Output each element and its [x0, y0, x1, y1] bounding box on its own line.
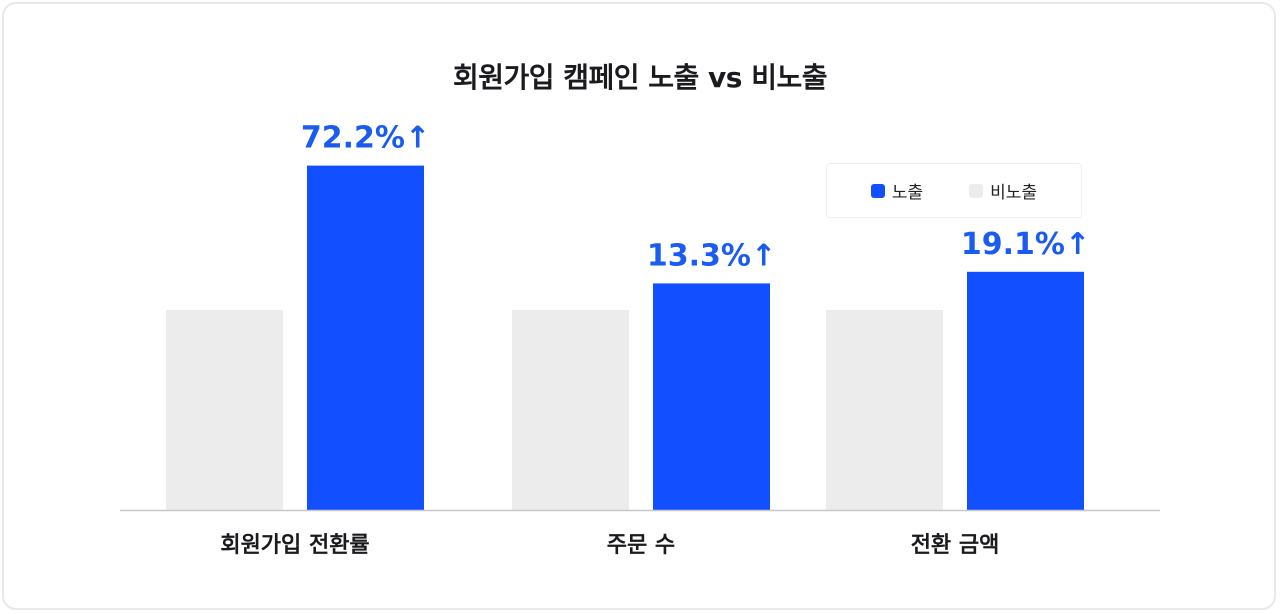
legend-label-exposed: 노출: [891, 183, 924, 203]
legend-item-non-exposed: 비노출: [969, 178, 1037, 203]
chart-title: 회원가입 캠페인 노출 vs 비노출: [452, 61, 828, 94]
legend: 노출 비노출: [826, 163, 1082, 218]
legend-swatch-non-exposed: [969, 183, 984, 198]
bar-non-exposed: [826, 310, 943, 510]
data-label: 72.2%↑: [301, 121, 430, 156]
data-label: 13.3%↑: [647, 238, 776, 273]
legend-item-exposed: 노출: [870, 178, 924, 203]
x-tick-label: 전환 금액: [911, 533, 1000, 558]
x-tick-label: 주문 수: [607, 533, 675, 558]
x-tick-label: 회원가입 전환률: [220, 533, 369, 558]
bar-exposed: [653, 283, 770, 510]
legend-swatch-exposed: [870, 183, 885, 198]
bar-exposed: [967, 271, 1084, 510]
bar-non-exposed: [512, 310, 629, 510]
data-label: 19.1%↑: [961, 227, 1090, 262]
legend-label-non-exposed: 비노출: [990, 183, 1038, 203]
bar-exposed: [307, 165, 424, 510]
bar-non-exposed: [166, 310, 283, 510]
